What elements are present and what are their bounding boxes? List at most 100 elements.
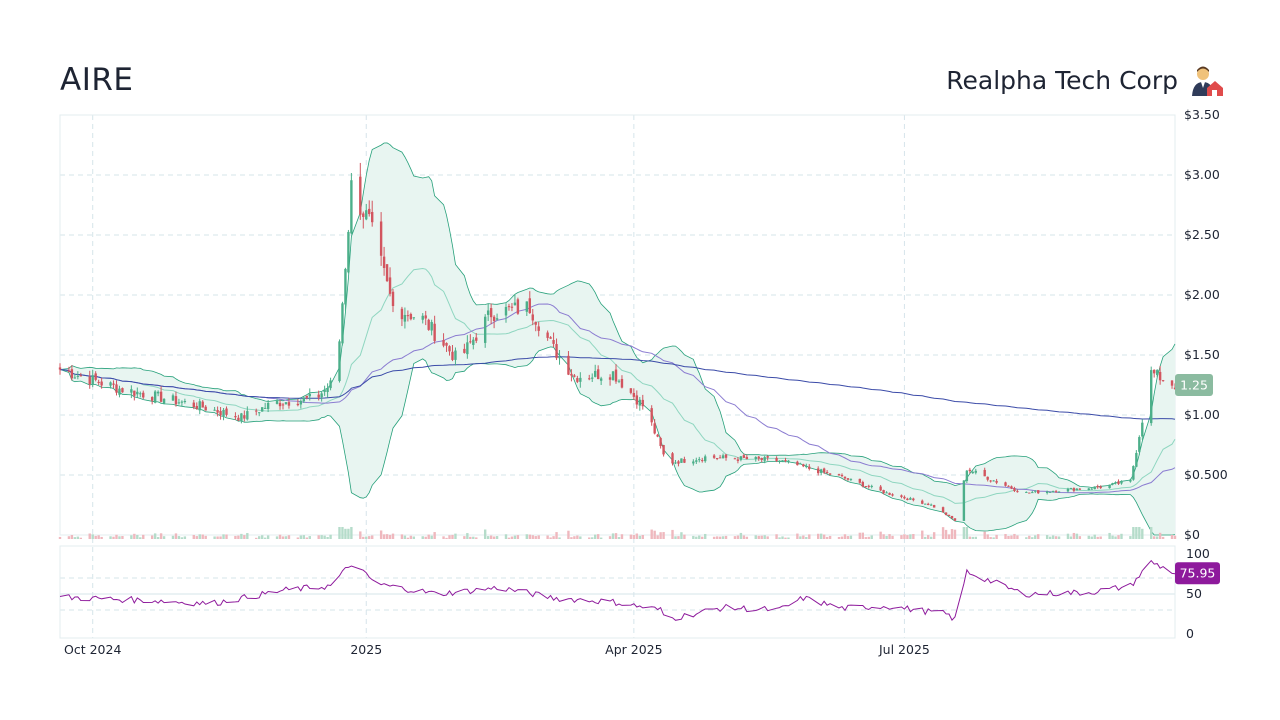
candle-body (1150, 370, 1153, 424)
candle-body (885, 492, 888, 494)
candle-body (701, 460, 704, 462)
candle-body (1075, 488, 1079, 491)
candle-body (674, 462, 677, 464)
volume-bar (683, 534, 686, 539)
candle-body (1117, 481, 1120, 484)
volume-bar (400, 534, 404, 539)
volume-bar (840, 536, 844, 539)
volume-bar (260, 535, 264, 539)
candle-body (891, 494, 894, 496)
candle-body (840, 474, 844, 477)
volume-bar (778, 537, 781, 539)
volume-bar (817, 533, 820, 539)
candle-body (781, 460, 784, 462)
candle-body (1057, 491, 1061, 493)
volume-bar (573, 536, 576, 539)
volume-bar (142, 534, 145, 539)
candle-body (266, 402, 270, 409)
volume-bar (555, 532, 558, 539)
volume-bar (133, 533, 136, 539)
volume-bar (1054, 536, 1058, 539)
volume-bar (1093, 534, 1096, 539)
candle-body (662, 445, 665, 455)
candle-body (1037, 490, 1040, 494)
volume-bar (784, 537, 787, 539)
candle-body (594, 370, 597, 377)
candle-body (1034, 490, 1037, 492)
candle-body (900, 495, 903, 497)
candle-body (659, 438, 662, 447)
volume-bar (867, 536, 870, 539)
candle-body (531, 314, 534, 321)
candle-body (1025, 491, 1028, 493)
volume-bar (1048, 536, 1052, 539)
candle-body (483, 316, 487, 343)
candle-body (463, 348, 466, 353)
candle-body (843, 476, 847, 479)
volume-bar (1129, 536, 1132, 539)
candle-body (1120, 480, 1123, 484)
last-price-label: 1.25 (1180, 378, 1208, 393)
candle-body (579, 377, 582, 382)
candle-body (1096, 485, 1099, 488)
candle-body (115, 384, 118, 393)
candle-body (159, 391, 163, 402)
volume-bar (733, 536, 737, 539)
candle-body (507, 306, 511, 308)
candle-body (849, 478, 853, 480)
candle-body (171, 395, 175, 401)
volume-bar (243, 535, 246, 539)
candle-body (192, 402, 195, 408)
candle-body (635, 395, 639, 405)
volume-bar (317, 535, 320, 539)
candle-body (240, 413, 243, 421)
volume-bar (1013, 533, 1016, 539)
volume-bar (284, 536, 288, 539)
volume-bar (344, 528, 347, 539)
volume-bar (974, 536, 977, 539)
volume-bar (192, 534, 195, 539)
volume-bar (1045, 535, 1049, 539)
candle-body (1013, 488, 1016, 491)
candle-body (323, 390, 326, 392)
candle-body (329, 380, 332, 389)
volume-bar (971, 536, 975, 539)
candle-body (153, 391, 157, 403)
volume-bar (742, 535, 746, 539)
volume-bar (1120, 533, 1123, 539)
volume-bar (1069, 536, 1073, 539)
candle-body (817, 468, 820, 474)
volume-bar (385, 534, 389, 539)
candle-body (362, 213, 365, 217)
candle-body (281, 404, 285, 406)
candle-body (139, 393, 142, 395)
volume-bar (305, 537, 308, 539)
volume-bar (79, 537, 83, 539)
candle-body (1078, 488, 1082, 490)
volume-bar (611, 533, 615, 539)
candle-body (864, 486, 867, 488)
volume-bar (198, 534, 201, 539)
candle-body (180, 401, 184, 403)
volume-bar (1138, 527, 1141, 539)
candle-body (570, 373, 573, 376)
volume-bar (701, 536, 704, 539)
volume-bar (1108, 532, 1111, 539)
volume-bar (320, 535, 323, 539)
candle-body (177, 402, 181, 404)
volume-bar (448, 535, 451, 539)
candle-body (516, 299, 520, 314)
volume-bars (58, 527, 1177, 539)
volume-bar (650, 529, 653, 539)
volume-bar (698, 535, 701, 539)
volume-bar (763, 535, 766, 539)
candle-body (721, 455, 725, 459)
candle-body (733, 458, 737, 460)
candle-body (724, 454, 728, 458)
candle-body (596, 369, 600, 380)
candle-body (136, 391, 139, 395)
volume-bar (620, 534, 624, 539)
volume-bar (941, 527, 945, 539)
volume-bar (968, 536, 972, 539)
volume-bar (219, 536, 222, 539)
